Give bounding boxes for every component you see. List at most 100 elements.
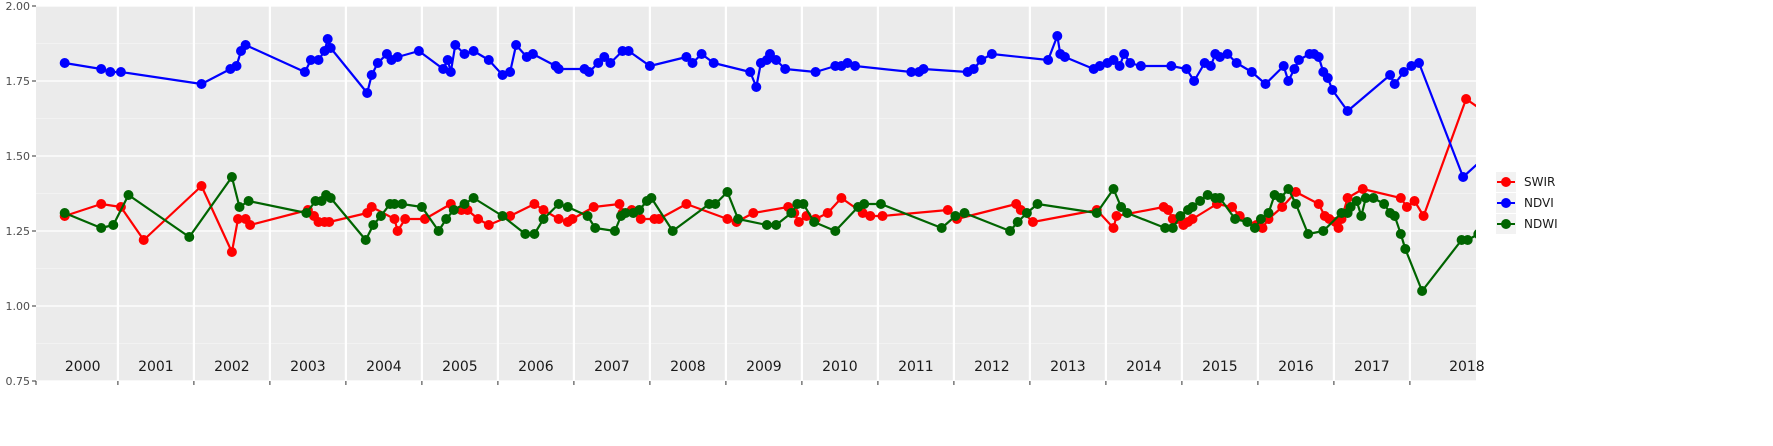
ndwi-point [368, 220, 379, 230]
ndwi-point [1160, 223, 1171, 233]
ndwi-point [1122, 208, 1133, 218]
ndvi-point [1260, 79, 1271, 89]
ndvi-point [1398, 67, 1409, 77]
ndvi-point [780, 64, 791, 74]
swir-point [681, 199, 692, 209]
swir-point [1492, 127, 1502, 137]
ndvi-point [299, 67, 310, 77]
ndwi-point [798, 199, 809, 209]
ndwi-point [96, 223, 107, 233]
ndwi-point [771, 220, 782, 230]
x-axis-ticks [35, 381, 1411, 385]
ndwi-point [1187, 202, 1198, 212]
ndvi-point [322, 34, 333, 44]
ndvi-point [1222, 49, 1233, 59]
ndvi-point [1059, 52, 1070, 62]
ndwi-point [1400, 244, 1411, 254]
ndwi-point [1417, 286, 1428, 296]
swir-point [1557, 100, 1567, 110]
ndvi-point [1414, 58, 1424, 68]
ndwi-point [375, 211, 386, 221]
swir-point [400, 214, 411, 224]
ndvi-point [1205, 61, 1216, 71]
swir-point [877, 211, 888, 221]
swir-point [1517, 103, 1527, 113]
ndvi-point [468, 46, 479, 56]
swir-point [822, 208, 833, 218]
minor-gridlines [36, 43, 1476, 344]
year-label: 2014 [1126, 359, 1162, 375]
ndwi-point [1565, 295, 1575, 305]
ndwi-point [448, 205, 459, 215]
ndvi-point [1580, 148, 1590, 158]
ndwi-point [859, 199, 870, 209]
swir-point [1277, 202, 1288, 212]
ndvi-point [1114, 61, 1125, 71]
ndvi-point [442, 55, 453, 65]
ndvi-point [438, 64, 449, 74]
swir-point [1257, 223, 1268, 233]
y-tick-label: 0.75 [6, 375, 31, 388]
swir-point [366, 202, 377, 212]
ndwi-point [234, 202, 245, 212]
ndwi-point [1290, 199, 1301, 209]
swir-point [1418, 211, 1429, 221]
ndvi-point [751, 82, 762, 92]
swir-point [505, 211, 516, 221]
legend: SWIR NDVI NDWI [1496, 172, 1558, 234]
ndvi-point [1108, 55, 1119, 65]
ndwi-point [1202, 190, 1213, 200]
year-label: 2018 [1449, 359, 1485, 375]
ndvi-point [986, 49, 997, 59]
ndvi-point [842, 58, 853, 68]
ndwi-point [1255, 214, 1266, 224]
ndwi-point [1379, 199, 1390, 209]
ndwi-point [243, 196, 254, 206]
ndwi-point [433, 226, 444, 236]
major-gridlines [36, 5, 1476, 382]
year-label: 2009 [746, 359, 782, 375]
swir-point [942, 205, 953, 215]
ndwi-point [1473, 229, 1476, 239]
ndwi-point [1600, 316, 1610, 326]
swir-point [1187, 214, 1198, 224]
swir-point [722, 214, 733, 224]
year-label: 2010 [822, 359, 858, 375]
ndvi-point [1342, 106, 1353, 116]
ndvi-point [1043, 55, 1054, 65]
ndwi-point [1525, 352, 1535, 362]
ndvi-point [1313, 52, 1324, 62]
swir-point [1111, 211, 1122, 221]
y-tick-label: 2.00 [6, 0, 31, 13]
swir-point [1290, 187, 1301, 197]
ndwi-point [1389, 211, 1400, 221]
swir-point [553, 214, 564, 224]
ndvi-point [1246, 67, 1257, 77]
swir-point [389, 214, 400, 224]
swir-point [1227, 202, 1238, 212]
ndwi-point [761, 220, 772, 230]
ndwi-point [809, 217, 820, 227]
ndwi-point [520, 229, 531, 239]
ndvi-point [771, 55, 782, 65]
y-axis: 0.75 1.00 1.25 1.50 1.75 2.00 [6, 0, 36, 388]
swir-point [1027, 217, 1038, 227]
swir-point [324, 217, 335, 227]
ndwi-point [1283, 184, 1294, 194]
ndwi-point [582, 211, 593, 221]
swir-point [233, 214, 243, 224]
ndwi-point [950, 211, 961, 221]
ndvi-point [976, 55, 987, 65]
ndvi-point [483, 55, 494, 65]
ndwi-point [301, 208, 312, 218]
ndvi-point [623, 46, 634, 56]
swir-point [793, 217, 804, 227]
ndwi-point [360, 235, 371, 245]
ndwi-point [1360, 193, 1371, 203]
swir-point [226, 247, 237, 257]
swir-point [1409, 196, 1420, 206]
ndwi-point [1249, 223, 1260, 233]
ndvi-point [1537, 112, 1547, 122]
ndvi-point [366, 70, 377, 80]
swir-point [483, 220, 494, 230]
